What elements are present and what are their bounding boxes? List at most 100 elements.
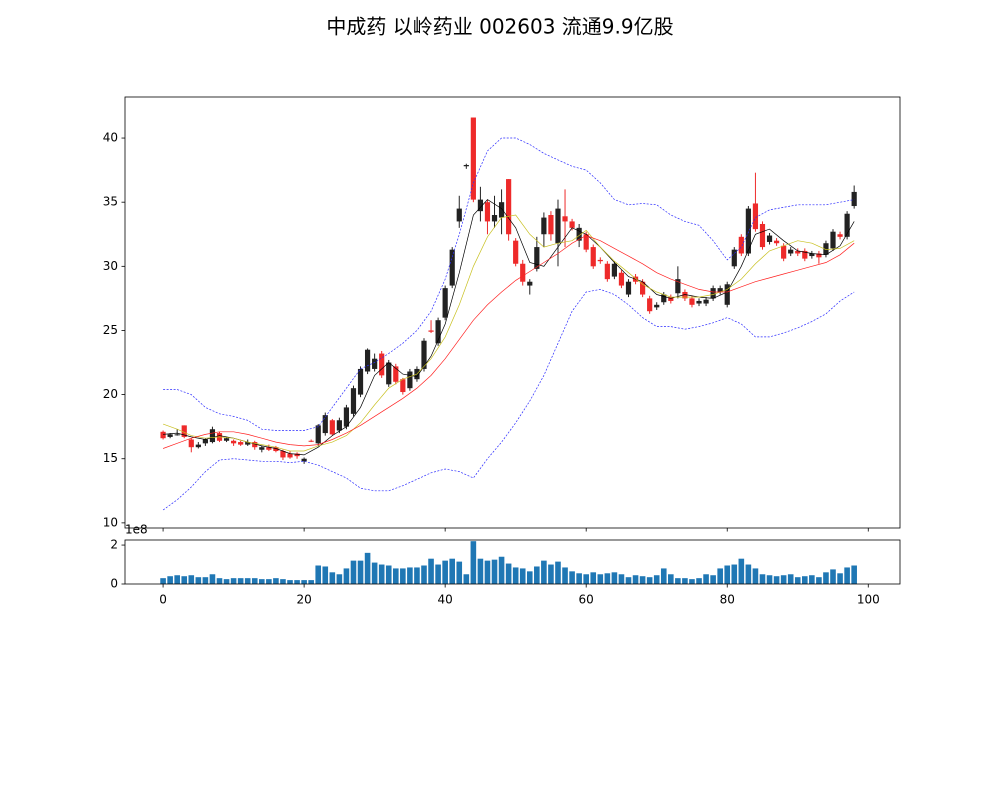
candle-body <box>590 247 596 267</box>
x-tick-label: 20 <box>296 593 311 607</box>
volume-bar <box>660 568 667 584</box>
axes-frame <box>124 96 901 529</box>
volume-bar <box>505 563 512 584</box>
volume-bar <box>816 577 822 584</box>
volume-bar <box>174 575 180 584</box>
candle-body <box>844 213 850 237</box>
candle-body <box>773 240 780 244</box>
y-tick-label: 15 <box>103 451 118 465</box>
volume-bar <box>449 558 456 584</box>
candle-body <box>534 247 540 269</box>
candle-body <box>372 358 378 369</box>
candle-body <box>851 191 857 207</box>
volume-bar <box>851 565 857 584</box>
volume-bar <box>731 564 738 584</box>
volume-bar <box>745 564 752 584</box>
candle-body <box>195 444 201 448</box>
candle-body <box>463 164 469 167</box>
volume-bar <box>548 564 554 584</box>
candle-body <box>710 288 716 299</box>
candle-body <box>245 442 251 445</box>
volume-bar <box>512 567 519 584</box>
candle-body <box>640 281 646 295</box>
volume-bar <box>195 577 202 584</box>
volume-bar <box>491 559 498 584</box>
candle-body <box>654 304 660 308</box>
volume-bar <box>392 568 399 584</box>
candle-body <box>287 453 293 458</box>
volume-bar <box>322 566 329 584</box>
volume-bar <box>209 574 216 584</box>
candle-body <box>781 245 787 259</box>
candle-body <box>379 353 385 376</box>
volume-bar <box>463 574 470 584</box>
volume-bar <box>160 578 166 584</box>
volume-bar <box>442 560 448 584</box>
candle-body <box>555 208 561 244</box>
volume-bar <box>435 564 441 584</box>
candle-body <box>477 199 484 212</box>
candle-body <box>273 447 279 452</box>
volume-bar <box>675 578 681 584</box>
volume-bar <box>562 567 568 584</box>
volume-bar <box>823 572 829 584</box>
volume-bar <box>668 574 674 584</box>
volume-bar <box>611 572 618 584</box>
x-tick-label: 60 <box>579 593 594 607</box>
candle-body <box>689 298 695 305</box>
candle-body <box>597 259 603 262</box>
candle-body <box>188 439 194 448</box>
candle-body <box>400 379 406 393</box>
candle-body <box>816 253 822 258</box>
candle-body <box>209 429 216 443</box>
volume-bar <box>498 556 505 584</box>
candle-body <box>435 320 441 344</box>
axes-frame <box>124 539 901 585</box>
candle-body <box>661 294 667 303</box>
candle-body <box>520 263 526 282</box>
candle-body <box>167 434 173 437</box>
candle-body <box>682 291 688 299</box>
candle-body <box>484 202 491 222</box>
candle-body <box>364 349 371 372</box>
candle-body <box>421 340 427 369</box>
volume-bar <box>343 568 350 584</box>
y-tick-label: 20 <box>103 387 118 401</box>
volume-bar <box>266 579 272 584</box>
candle-body <box>174 434 180 436</box>
candle-body <box>259 447 265 450</box>
volume-bar <box>456 561 463 584</box>
candle-body <box>491 215 498 222</box>
y-tick-label: 40 <box>103 131 118 145</box>
candle-body <box>548 215 554 235</box>
volume-bar <box>259 579 265 584</box>
volume-bar <box>202 577 209 584</box>
volume-bar <box>555 561 561 584</box>
candle-body <box>625 281 632 295</box>
volume-bar <box>703 574 709 584</box>
candle-body <box>513 240 519 264</box>
candle-body <box>766 235 773 242</box>
candle-body <box>322 415 328 434</box>
candle-body <box>541 217 547 235</box>
volume-bar <box>830 569 836 584</box>
candle-body <box>252 442 258 448</box>
candle-body <box>724 284 730 305</box>
candle-body <box>336 420 342 431</box>
candle-body <box>583 234 589 250</box>
volume-bar <box>357 560 364 584</box>
volume-bar <box>837 573 843 584</box>
candle-body <box>830 231 836 249</box>
candle-body <box>343 407 350 427</box>
candle-body <box>329 420 335 435</box>
y-tick-label: 25 <box>103 323 118 337</box>
volume-bar <box>780 575 787 584</box>
candle-body <box>315 425 321 444</box>
candle-body <box>266 447 272 450</box>
x-tick-label: 0 <box>159 593 167 607</box>
candle-body <box>223 438 230 441</box>
volume-bar <box>639 576 646 584</box>
volume-bar <box>801 576 808 584</box>
volume-bar <box>618 574 625 584</box>
candle-body <box>647 298 653 312</box>
